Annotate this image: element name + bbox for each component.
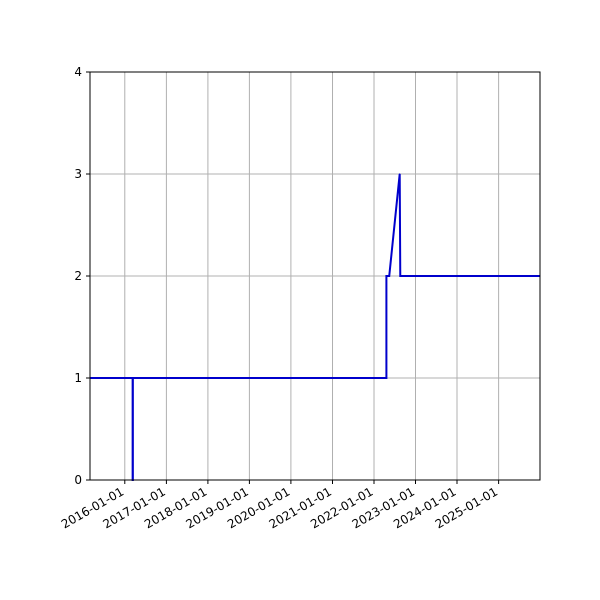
- y-tick-label: 2: [74, 269, 82, 283]
- data-point: [399, 275, 401, 277]
- data-point: [399, 173, 401, 175]
- data-point: [132, 377, 134, 379]
- y-axis: 0 1 2 3 4: [74, 65, 90, 487]
- data-point: [388, 275, 390, 277]
- y-tick-label: 3: [74, 167, 82, 181]
- data-point: [385, 377, 387, 379]
- y-tick-label: 1: [74, 371, 82, 385]
- data-point: [385, 275, 387, 277]
- y-tick-label: 4: [74, 65, 82, 79]
- y-tick-label: 0: [74, 473, 82, 487]
